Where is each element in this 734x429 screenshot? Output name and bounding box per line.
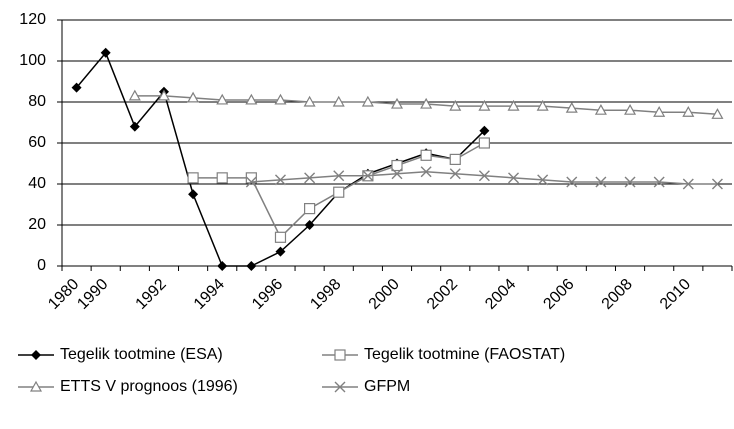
marker	[508, 172, 520, 184]
marker	[478, 99, 491, 111]
y-tick-label: 20	[28, 216, 46, 233]
marker	[653, 176, 665, 188]
marker	[391, 159, 403, 172]
marker	[217, 261, 228, 271]
x-tick-label: 2006	[540, 276, 577, 313]
marker	[624, 103, 637, 115]
marker	[246, 261, 257, 271]
x-tick-label: 1980	[45, 276, 82, 313]
marker	[390, 97, 404, 109]
marker	[304, 203, 316, 215]
marker	[711, 178, 723, 190]
marker	[245, 93, 258, 105]
marker	[187, 172, 199, 184]
x-tick-label: 2002	[424, 276, 461, 313]
x-tick-label: 2010	[657, 276, 694, 313]
marker	[275, 246, 286, 257]
marker	[565, 101, 578, 113]
marker	[478, 170, 490, 182]
marker	[304, 172, 316, 184]
marker	[536, 99, 549, 111]
x-tick-label: 2000	[366, 276, 403, 313]
marker	[420, 97, 433, 109]
marker	[333, 170, 345, 182]
x-tick-label: 1998	[307, 276, 344, 313]
marker	[682, 106, 695, 117]
marker	[71, 82, 82, 93]
marker	[449, 168, 461, 180]
legend-marker	[31, 350, 41, 360]
marker	[391, 168, 403, 180]
legend-marker	[334, 381, 346, 393]
legend-label: GFPM	[364, 378, 410, 395]
marker	[362, 170, 374, 182]
marker	[100, 47, 111, 58]
marker	[478, 137, 490, 149]
marker	[304, 220, 315, 230]
legend-marker	[29, 380, 43, 392]
marker	[682, 178, 694, 190]
legend-marker	[334, 349, 346, 361]
y-tick-label: 80	[28, 93, 46, 110]
y-tick-label: 120	[19, 11, 46, 28]
marker	[187, 91, 200, 103]
marker	[274, 174, 286, 186]
x-tick-label: 1996	[249, 276, 286, 313]
marker	[595, 176, 607, 188]
y-tick-label: 60	[28, 134, 46, 151]
x-tick-label: 2008	[599, 276, 636, 313]
legend-label: ETTS V prognoos (1996)	[60, 378, 238, 395]
marker	[449, 153, 461, 165]
marker	[537, 174, 549, 186]
series-line	[251, 170, 718, 185]
marker	[303, 95, 316, 107]
marker	[128, 89, 141, 101]
marker	[216, 93, 229, 105]
marker	[624, 176, 636, 188]
marker	[479, 125, 490, 136]
marker	[157, 89, 170, 101]
marker	[333, 186, 345, 198]
marker	[188, 189, 199, 200]
marker	[594, 103, 607, 115]
x-tick-label: 1994	[191, 276, 228, 313]
marker	[420, 149, 432, 161]
marker	[274, 93, 287, 105]
marker	[507, 99, 520, 111]
marker	[711, 108, 724, 119]
marker	[449, 99, 462, 111]
marker	[653, 106, 666, 117]
x-tick-label: 2004	[482, 276, 519, 313]
x-tick-label: 1990	[74, 276, 111, 313]
marker	[566, 176, 578, 188]
marker	[216, 172, 228, 184]
legend-label: Tegelik tootmine (FAOSTAT)	[364, 346, 565, 363]
marker	[274, 231, 287, 243]
y-tick-label: 40	[28, 175, 46, 192]
marker	[420, 166, 432, 178]
y-tick-label: 100	[19, 52, 46, 69]
y-tick-label: 0	[37, 257, 46, 274]
marker	[361, 95, 374, 107]
legend-label: Tegelik tootmine (ESA)	[60, 346, 223, 363]
marker	[332, 95, 345, 107]
marker	[245, 176, 257, 188]
marker	[129, 121, 140, 132]
x-tick-label: 1992	[133, 276, 170, 313]
